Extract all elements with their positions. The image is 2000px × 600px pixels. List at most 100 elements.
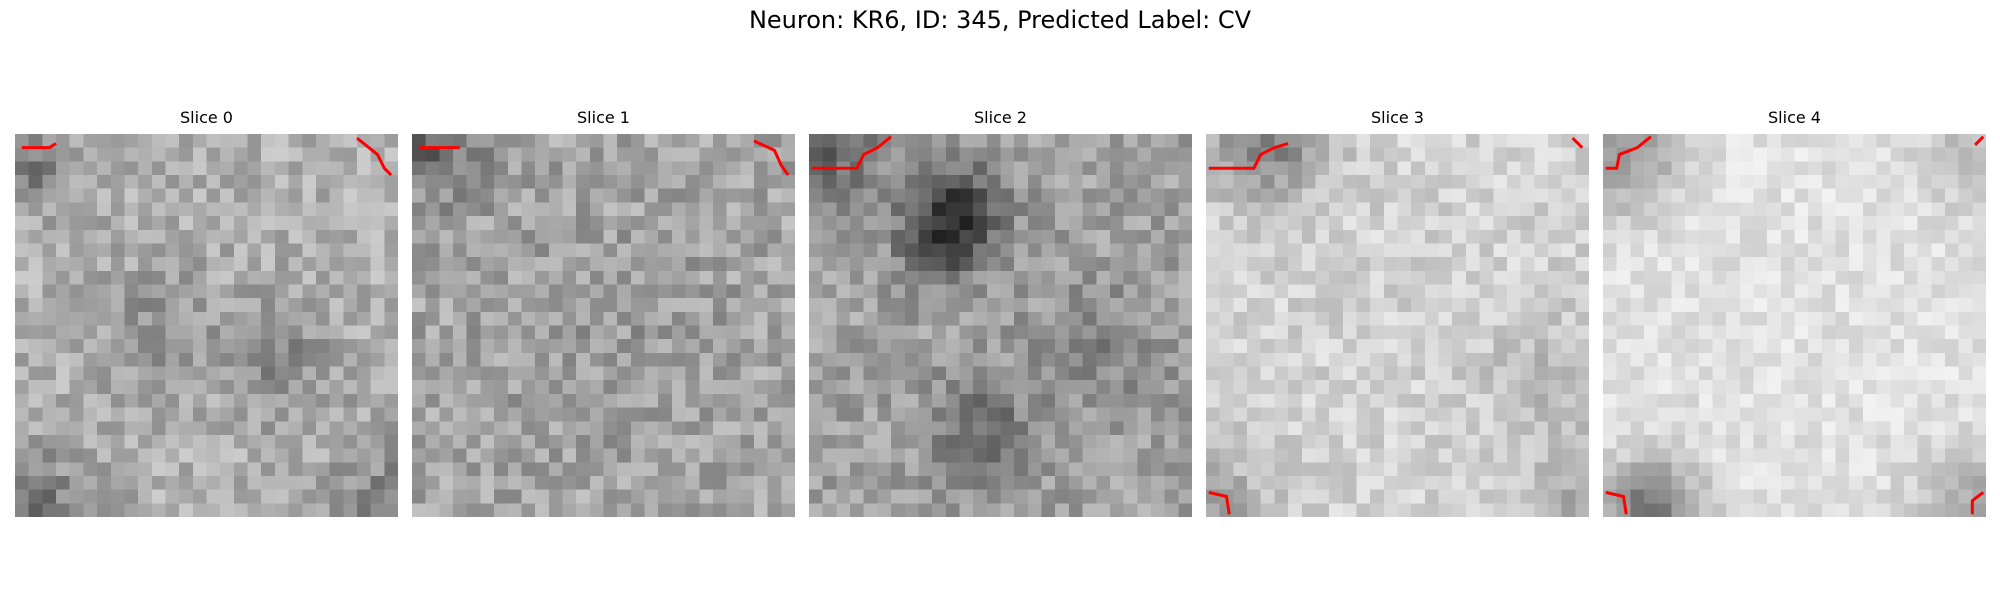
pixel-cell: [1712, 243, 1727, 258]
pixel-cell: [726, 462, 741, 477]
pixel-cell: [1671, 489, 1686, 504]
pixel-cell: [576, 475, 591, 490]
pixel-cell: [932, 489, 947, 504]
pixel-cell: [1219, 407, 1234, 422]
pixel-cell: [1137, 188, 1152, 203]
pixel-cell: [1616, 311, 1631, 326]
pixel-cell: [1260, 503, 1275, 517]
pixel-cell: [412, 448, 426, 463]
pixel-cell: [1301, 462, 1316, 477]
pixel-cell: [302, 298, 317, 313]
pixel-cell: [42, 393, 57, 408]
pixel-cell: [1206, 134, 1220, 148]
pixel-cell: [1219, 393, 1234, 408]
pixel-cell: [1150, 243, 1165, 258]
pixel-cell: [1247, 229, 1261, 244]
pixel-cell: [1726, 134, 1741, 148]
pixel-cell: [603, 503, 618, 517]
pixel-cell: [261, 434, 276, 449]
pixel-cell: [1794, 270, 1809, 285]
pixel-cell: [274, 298, 289, 313]
pixel-cell: [315, 311, 330, 326]
pixel-cell: [932, 298, 947, 313]
pixel-cell: [1493, 407, 1508, 422]
pixel-cell: [1520, 147, 1535, 162]
pixel-cell: [192, 489, 207, 504]
pixel-cell: [1862, 243, 1877, 258]
pixel-cell: [1329, 352, 1344, 367]
pixel-cell: [1630, 421, 1645, 436]
pixel-cell: [56, 325, 70, 340]
pixel-cell: [1041, 188, 1056, 203]
pixel-cell: [1055, 448, 1070, 463]
pixel-cell: [1424, 216, 1439, 231]
pixel-cell: [576, 161, 591, 176]
pixel-cell: [1274, 434, 1289, 449]
pixel-cell: [370, 284, 385, 299]
pixel-cell: [630, 311, 645, 326]
pixel-cell: [1000, 202, 1015, 217]
pixel-cell: [959, 503, 974, 517]
pixel-cell: [1835, 380, 1850, 395]
pixel-cell: [179, 216, 194, 231]
pixel-cell: [699, 298, 714, 313]
pixel-cell: [453, 489, 467, 504]
pixel-cell: [617, 147, 632, 162]
pixel-cell: [1109, 407, 1124, 422]
pixel-cell: [1479, 229, 1494, 244]
pixel-cell: [781, 188, 795, 203]
pixel-cell: [343, 407, 358, 422]
pixel-cell: [535, 434, 550, 449]
pixel-cell: [932, 407, 947, 422]
pixel-cell: [1370, 489, 1385, 504]
pixel-cell: [1260, 339, 1275, 354]
pixel-cell: [1370, 134, 1385, 148]
pixel-cell: [1329, 380, 1344, 395]
pixel-cell: [1096, 352, 1111, 367]
pixel-cell: [233, 257, 248, 272]
pixel-cell: [671, 352, 686, 367]
pixel-cell: [15, 229, 29, 244]
pixel-cell: [192, 175, 207, 189]
pixel-cell: [850, 462, 864, 477]
pixel-cell: [562, 407, 577, 422]
pixel-cell: [822, 462, 837, 477]
pixel-cell: [315, 202, 330, 217]
pixel-cell: [1794, 175, 1809, 189]
pixel-cell: [56, 284, 70, 299]
pixel-cell: [1835, 216, 1850, 231]
pixel-cell: [192, 352, 207, 367]
pixel-cell: [206, 257, 221, 272]
pixel-cell: [1206, 311, 1220, 326]
pixel-cell: [1000, 421, 1015, 436]
pixel-cell: [562, 325, 577, 340]
pixel-cell: [480, 147, 495, 162]
pixel-cell: [1356, 298, 1371, 313]
pixel-cell: [1109, 147, 1124, 162]
pixel-cell: [1301, 284, 1316, 299]
pixel-cell: [809, 202, 823, 217]
pixel-cell: [302, 147, 317, 162]
pixel-cell: [1780, 393, 1795, 408]
pixel-cell: [1493, 393, 1508, 408]
pixel-cell: [1862, 489, 1877, 504]
pixel-cell: [1274, 380, 1289, 395]
pixel-cell: [1260, 475, 1275, 490]
pixel-cell: [521, 421, 536, 436]
pixel-cell: [753, 284, 768, 299]
pixel-cell: [412, 421, 426, 436]
pixel-cell: [206, 462, 221, 477]
pixel-cell: [247, 257, 262, 272]
pixel-cell: [699, 434, 714, 449]
pixel-cell: [1890, 243, 1905, 258]
pixel-cell: [1849, 380, 1864, 395]
pixel-cell: [206, 352, 221, 367]
pixel-cell: [1698, 298, 1713, 313]
pixel-cell: [1931, 339, 1946, 354]
pixel-cell: [233, 475, 248, 490]
pixel-cell: [1397, 434, 1412, 449]
pixel-cell: [1944, 202, 1959, 217]
pixel-cell: [1780, 202, 1795, 217]
pixel-cell: [562, 298, 577, 313]
pixel-cell: [904, 161, 919, 176]
